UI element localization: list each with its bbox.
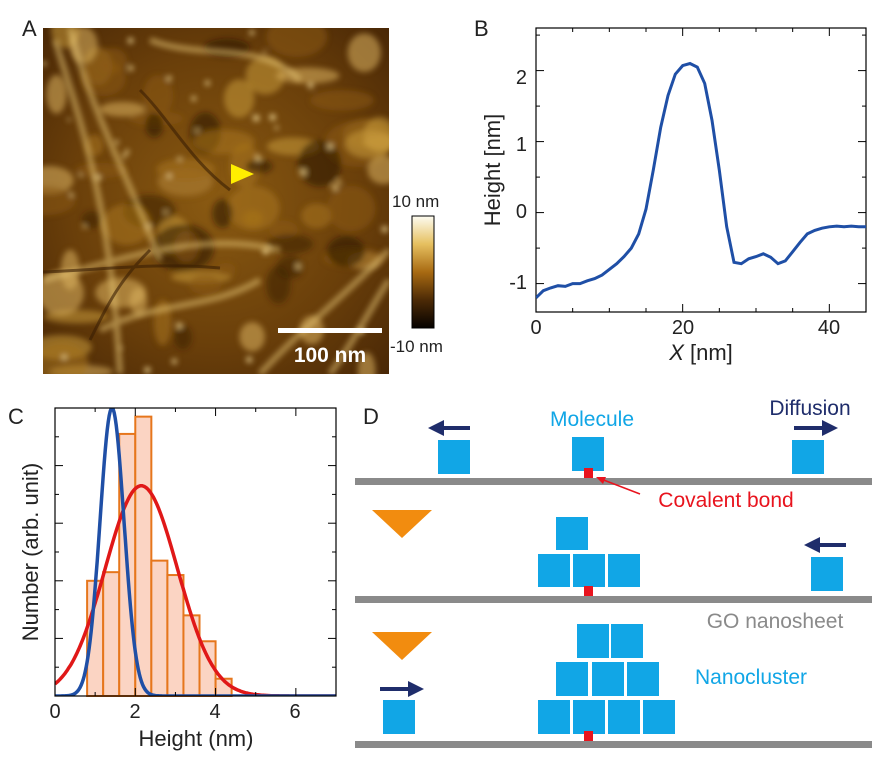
panel-b: B Height [nm] X [nm] 0 20 40 2 1 0 -1: [474, 16, 867, 365]
covalent-bond-marker: [584, 731, 593, 741]
panel-c: C 0 2 4 6 Height (nm) Number (arb. unit): [8, 404, 337, 751]
plot-b-xlabel-unit: [nm]: [684, 340, 733, 365]
molecule-block: [556, 517, 588, 550]
scalebar: [278, 328, 382, 333]
molecule-block: [572, 437, 604, 471]
plot-c-xtick-4: 4: [209, 701, 220, 723]
molecule-block: [573, 554, 605, 587]
molecule-block: [592, 662, 624, 696]
molecule-block: [792, 440, 824, 474]
colorbar-max-label: 10 nm: [392, 192, 439, 211]
go-sheet-2: [355, 596, 872, 603]
plot-b-xtick-20: 20: [672, 317, 694, 339]
plot-c-xtick-0: 0: [49, 701, 60, 723]
big-down-arrow-2: [372, 632, 432, 660]
plot-c-ylabel: Number (arb. unit): [18, 463, 43, 642]
plot-b-ylabel: Height [nm]: [480, 114, 505, 227]
label-go-nanosheet: GO nanosheet: [707, 610, 844, 633]
go-sheet-3: [355, 741, 872, 748]
plot-b-ytick-neg1: -1: [509, 272, 527, 294]
molecule-block: [611, 624, 643, 658]
label-diffusion: Diffusion: [769, 397, 850, 420]
plot-b-ytick-2: 2: [516, 67, 527, 89]
molecule-block: [438, 440, 470, 474]
panel-d: D Molecule Diffusion Covalent bond: [355, 397, 872, 748]
diffusion-arrow-right-1: [794, 420, 838, 436]
diffusion-arrow-right-3: [380, 681, 424, 697]
plot-c-xtick-6: 6: [289, 701, 300, 723]
height-profile-line: [536, 61, 866, 299]
plot-c-ticks: [54, 407, 337, 697]
afm-image: [43, 28, 389, 374]
label-nanocluster: Nanocluster: [695, 666, 807, 689]
plot-b-ytick-0: 0: [516, 201, 527, 223]
molecule-block: [608, 700, 640, 734]
histogram-bar: [134, 415, 153, 697]
molecule-block: [538, 700, 570, 734]
plot-b-frame: [535, 27, 867, 313]
diffusion-arrow-left-2: [804, 537, 846, 553]
panel-d-letter: D: [363, 404, 379, 429]
histogram-bar: [102, 571, 121, 697]
go-sheet-1: [355, 478, 872, 485]
histogram-bar: [166, 574, 185, 697]
plot-b-xtick-40: 40: [818, 317, 840, 339]
diffusion-arrow-left-1: [428, 420, 470, 436]
covalent-bond-marker: [584, 468, 593, 478]
molecule-block: [811, 557, 843, 591]
histogram-bar: [150, 559, 169, 698]
big-down-arrow-1: [372, 510, 432, 538]
colorbar-min-label: -10 nm: [390, 337, 443, 356]
colorbar: [411, 215, 435, 329]
yellow-arrowhead-marker: [231, 164, 254, 184]
panel-a: A 100 nm 10 nm -10 nm: [22, 16, 443, 374]
gaussian-fit-blue: [55, 408, 336, 696]
plot-b-ticks: [535, 28, 867, 312]
scalebar-label: 100 nm: [294, 344, 366, 367]
molecule-block: [538, 554, 570, 587]
molecule-block: [577, 624, 609, 658]
label-molecule: Molecule: [550, 408, 634, 431]
molecule-block: [643, 700, 675, 734]
molecule-block: [556, 662, 588, 696]
plot-c-xtick-2: 2: [129, 701, 140, 723]
plot-c-xlabel: Height (nm): [139, 726, 254, 751]
covalent-bond-marker: [584, 586, 593, 596]
plot-b-xlabel: X [nm]: [668, 340, 733, 365]
label-covalent-bond: Covalent bond: [658, 489, 793, 512]
panel-c-letter: C: [8, 404, 24, 429]
molecule-block: [573, 700, 605, 734]
panel-a-letter: A: [22, 16, 37, 41]
plot-b-xtick-0: 0: [530, 317, 541, 339]
molecule-block: [627, 662, 659, 696]
panel-b-letter: B: [474, 16, 489, 41]
plot-b-ytick-1: 1: [516, 134, 527, 156]
molecule-block: [383, 700, 415, 734]
molecule-block: [608, 554, 640, 587]
plot-b-xlabel-var: X: [668, 340, 685, 365]
covalent-bond-pointer: [596, 477, 641, 495]
